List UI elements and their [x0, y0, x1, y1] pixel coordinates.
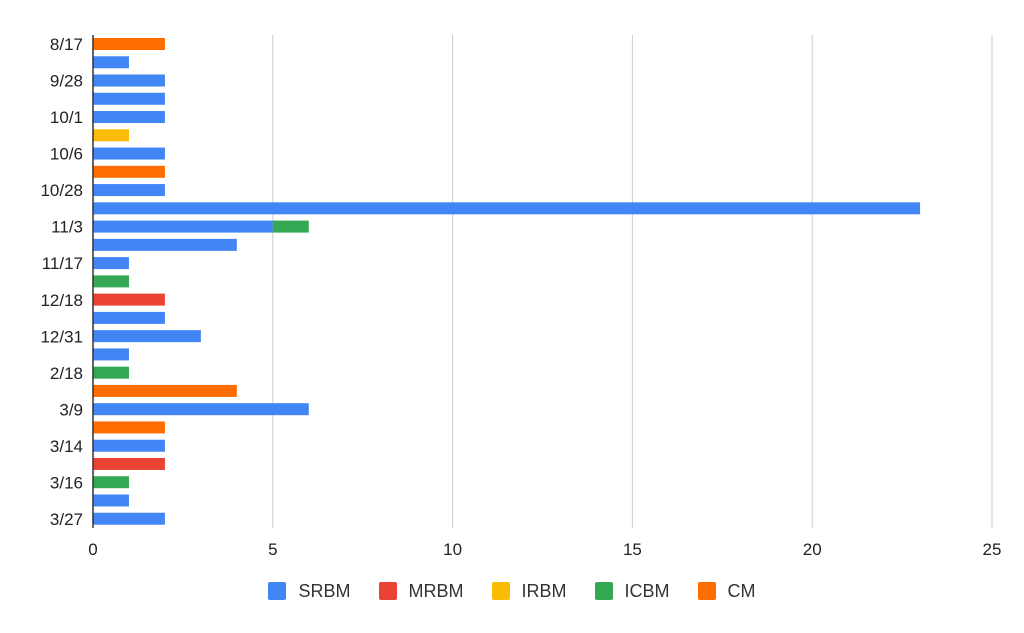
bar-srbm — [93, 92, 165, 105]
bar-srbm — [93, 403, 309, 416]
legend-label: CM — [727, 580, 756, 601]
y-tick-label: 10/1 — [50, 108, 83, 127]
gridlines — [272, 35, 993, 528]
legend-swatch — [378, 582, 397, 600]
y-tick-label: 2/18 — [50, 364, 83, 383]
y-tick-label: 9/28 — [50, 72, 83, 91]
x-tick-label: 0 — [88, 540, 97, 559]
bar-cm — [93, 38, 165, 50]
bar-srbm — [93, 311, 165, 324]
legend-item-icbm: ICBM — [594, 580, 670, 602]
bar-cm — [93, 421, 165, 434]
y-tick-label: 12/18 — [40, 291, 83, 310]
bar-srbm — [93, 439, 165, 452]
bar-srbm — [93, 512, 165, 525]
legend-item-mrbm: MRBM — [378, 580, 464, 602]
bar-srbm — [93, 220, 273, 233]
bar-srbm — [93, 147, 165, 160]
y-tick-label: 11/3 — [51, 218, 83, 237]
x-tick-label: 15 — [623, 540, 642, 559]
legend-swatch — [594, 582, 613, 600]
bar-srbm — [93, 111, 165, 124]
bar-cm — [93, 384, 237, 397]
bar-srbm — [93, 202, 921, 215]
legend-swatch — [268, 582, 287, 600]
legend-item-srbm: SRBM — [268, 580, 351, 602]
bar-icbm — [93, 366, 129, 379]
bar-srbm — [93, 184, 165, 197]
bar-irbm — [93, 129, 129, 142]
y-tick-label: 3/16 — [50, 473, 83, 492]
legend-swatch — [491, 582, 510, 600]
bar-srbm — [93, 257, 129, 270]
legend-swatch — [697, 582, 716, 600]
bar-srbm — [93, 348, 129, 361]
y-tick-label: 11/17 — [42, 254, 83, 273]
legend-item-cm: CM — [697, 580, 756, 602]
y-tick-label: 12/31 — [40, 327, 83, 346]
y-tick-label: 10/28 — [40, 181, 83, 200]
bar-icbm — [93, 275, 129, 288]
chart-legend: SRBM MRBM IRBM ICBM CM — [0, 578, 1024, 604]
bar-srbm — [93, 494, 129, 507]
legend-label: MRBM — [408, 580, 464, 601]
x-tick-label: 10 — [443, 540, 462, 559]
x-tick-label: 20 — [803, 540, 822, 559]
bar-srbm — [93, 330, 201, 343]
axes: 0 5 10 15 20 25 8/17 9/28 10/1 10/6 10/28 11/3 11/17… — [40, 35, 1001, 559]
x-tick-label: 25 — [983, 540, 1002, 559]
y-tick-label: 10/6 — [50, 145, 83, 164]
bars — [93, 38, 921, 525]
legend-label: ICBM — [624, 580, 670, 601]
y-tick-label: 3/9 — [59, 400, 83, 419]
bar-icbm — [93, 476, 129, 489]
bar-mrbm — [93, 457, 165, 470]
legend-label: SRBM — [298, 580, 351, 601]
bar-cm — [93, 165, 165, 178]
bar-mrbm — [93, 293, 165, 306]
legend-item-irbm: IRBM — [491, 580, 567, 602]
legend-label: IRBM — [521, 580, 567, 601]
bar-srbm — [93, 74, 165, 87]
bar-srbm — [93, 238, 237, 251]
y-tick-label: 3/14 — [50, 437, 83, 456]
x-tick-label: 5 — [268, 540, 277, 559]
bar-srbm — [93, 56, 129, 69]
y-tick-label: 3/27 — [50, 510, 83, 529]
bar-icbm — [272, 220, 309, 233]
y-tick-label: 8/17 — [50, 35, 83, 54]
